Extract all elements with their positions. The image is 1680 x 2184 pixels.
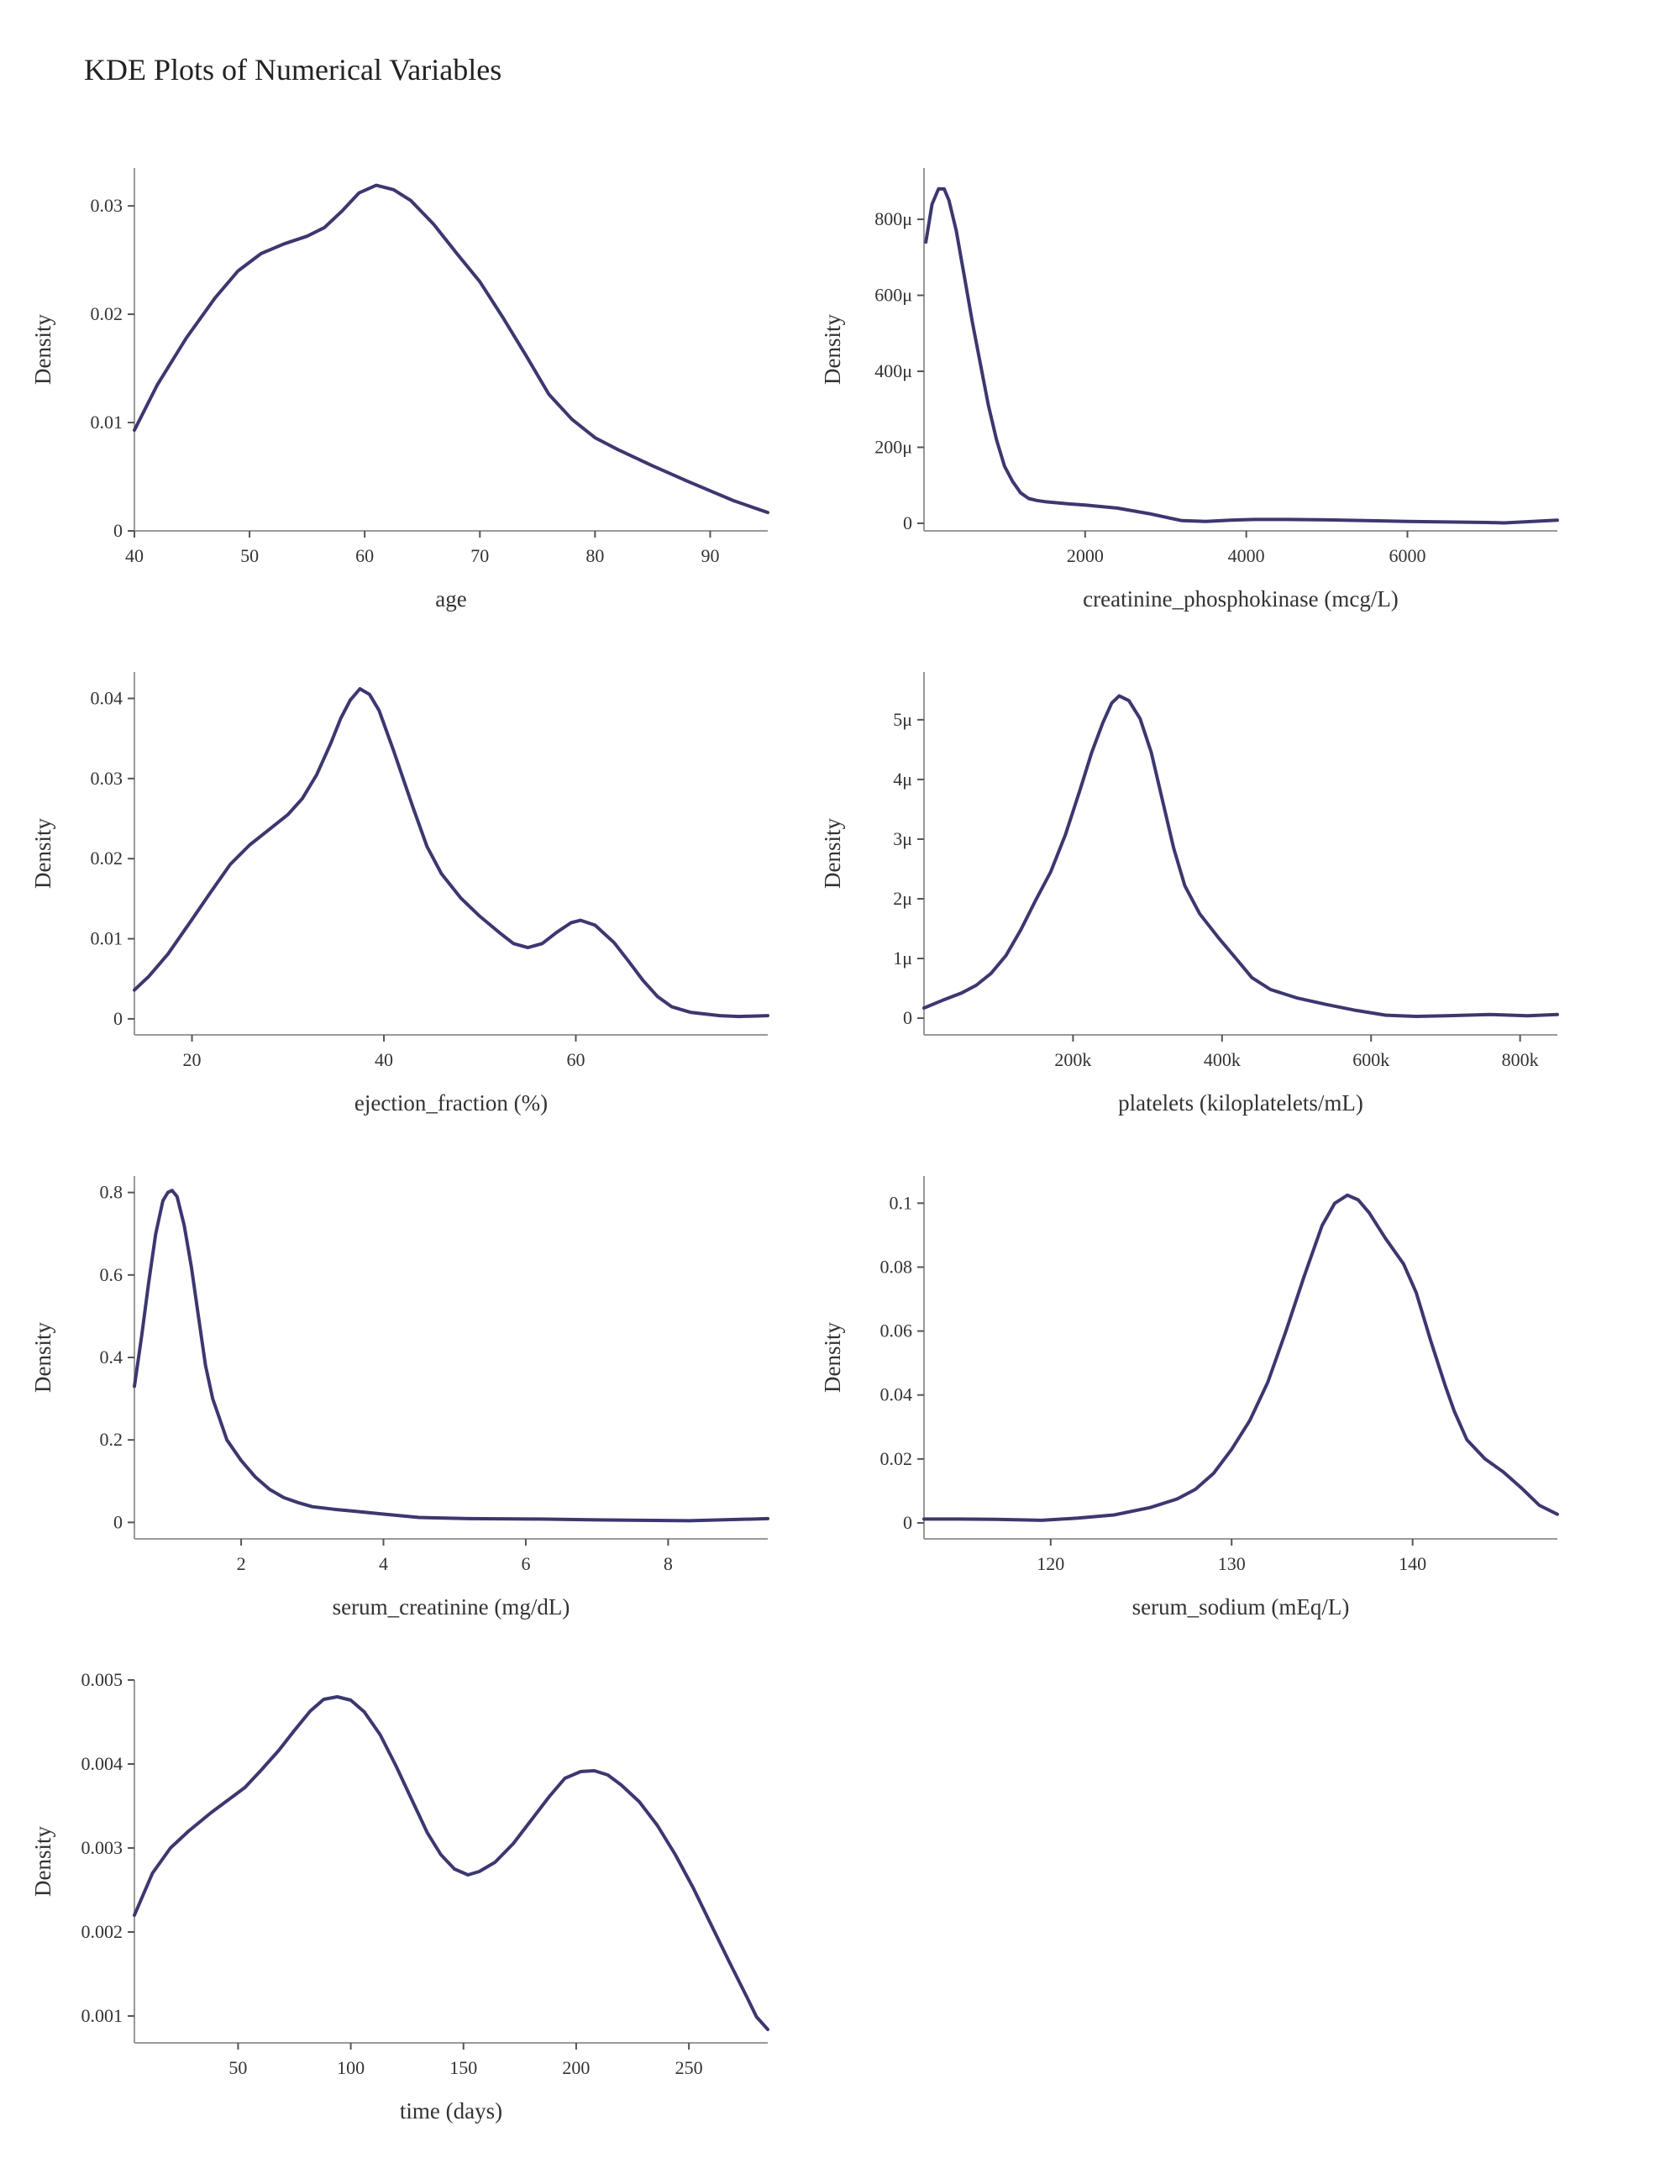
x-tick-label: 140 (1399, 1553, 1426, 1574)
y-axis-title: Density (820, 1322, 845, 1393)
y-tick-label: 800μ (874, 208, 912, 229)
panel-serum-sodium: 0 0.02 0.04 0.06 0.08 0.1 120 130 140 serum_sodiu… (820, 1176, 1559, 1620)
panel-creatinine-phosphokinase: 0 200μ 400μ 600μ 800μ 2000 4000 6000 creatinine_… (820, 168, 1559, 612)
panel-serum-creatinine: 0 0.2 0.4 0.6 0.8 2 4 6 8 serum_creatinine (mg/dL… (30, 1176, 769, 1620)
y-tick-label: 0.04 (91, 687, 123, 708)
y-tick-label: 3μ (893, 828, 912, 849)
y-tick-label: 0.005 (81, 1669, 123, 1690)
y-tick-label: 0.002 (81, 1921, 123, 1942)
y-tick-label: 600μ (874, 285, 912, 306)
x-tick-label: 80 (585, 545, 604, 566)
x-tick-label: 6 (521, 1553, 530, 1574)
x-tick-label: 90 (701, 545, 719, 566)
y-tick-label: 4μ (893, 769, 912, 790)
x-axis-title: age (435, 586, 466, 612)
y-tick-label: 0.4 (100, 1347, 123, 1368)
x-tick-label: 600k (1352, 1049, 1389, 1070)
x-axis-title: serum_sodium (mEq/L) (1132, 1594, 1350, 1620)
panel-ejection-fraction: 0 0.01 0.02 0.03 0.04 20 40 60 ejection_fraction… (30, 672, 769, 1116)
y-tick-label: 200μ (874, 436, 912, 457)
y-tick-label: 5μ (893, 709, 912, 730)
x-tick-label: 400k (1204, 1049, 1241, 1070)
x-tick-label: 2000 (1067, 545, 1104, 566)
x-axis-title: platelets (kiloplatelets/mL) (1118, 1090, 1363, 1116)
y-axis-title: Density (30, 314, 55, 385)
x-tick-label: 250 (675, 2057, 703, 2078)
x-tick-label: 100 (337, 2057, 365, 2078)
x-tick-label: 4 (379, 1553, 388, 1574)
panel-age: 0 0.01 0.02 0.03 40 50 60 70 80 90 age Density (30, 168, 769, 612)
kde-line (133, 183, 769, 515)
y-tick-label: 0 (113, 1511, 123, 1532)
x-tick-label: 40 (375, 1049, 393, 1070)
x-tick-label: 60 (567, 1049, 585, 1070)
x-tick-label: 800k (1502, 1049, 1539, 1070)
y-tick-label: 0.003 (81, 1837, 123, 1858)
y-tick-label: 0.01 (91, 928, 123, 949)
y-tick-label: 0.8 (100, 1182, 123, 1203)
x-tick-label: 150 (449, 2057, 477, 2078)
y-tick-label: 0 (113, 1008, 123, 1029)
kde-line (133, 1189, 769, 1523)
kde-line (922, 694, 1559, 1018)
y-axis-title: Density (30, 1322, 55, 1393)
y-tick-label: 0.04 (880, 1384, 913, 1405)
x-tick-label: 120 (1037, 1553, 1064, 1574)
x-axis-title: time (days) (400, 2098, 502, 2124)
panel-time: 0.001 0.002 0.003 0.004 0.005 50 100 150 200 250 t… (30, 1669, 769, 2124)
x-tick-label: 70 (470, 545, 489, 566)
x-tick-label: 60 (355, 545, 374, 566)
x-axis-title: serum_creatinine (mg/dL) (333, 1594, 570, 1620)
y-tick-label: 0.1 (890, 1192, 913, 1213)
y-tick-label: 0.03 (91, 195, 123, 216)
y-tick-label: 0.02 (91, 303, 123, 324)
x-axis-title: creatinine_phosphokinase (mcg/L) (1083, 586, 1399, 612)
y-tick-label: 0.03 (91, 768, 123, 789)
x-tick-label: 2 (237, 1553, 246, 1574)
x-tick-label: 8 (664, 1553, 673, 1574)
x-tick-label: 50 (228, 2057, 247, 2078)
y-tick-label: 400μ (874, 360, 912, 381)
kde-line (133, 687, 769, 1019)
x-tick-label: 6000 (1389, 545, 1425, 566)
y-axis-title: Density (30, 818, 55, 889)
x-tick-label: 4000 (1228, 545, 1265, 566)
y-tick-label: 0.08 (880, 1256, 913, 1277)
x-tick-label: 20 (183, 1049, 202, 1070)
figure-title: KDE Plots of Numerical Variables (84, 53, 502, 87)
kde-line (922, 1193, 1559, 1522)
x-tick-label: 200 (562, 2057, 590, 2078)
y-axis-title: Density (820, 314, 845, 385)
y-tick-label: 0.6 (100, 1264, 123, 1285)
y-tick-label: 0 (903, 1512, 912, 1533)
y-tick-label: 0.01 (91, 412, 123, 433)
y-tick-label: 0.02 (880, 1448, 913, 1469)
y-tick-label: 2μ (893, 888, 912, 909)
kde-line (133, 1695, 769, 2031)
y-tick-label: 0 (903, 512, 912, 533)
panel-platelets: 0 1μ 2μ 3μ 4μ 5μ 200k 400k 600k 800k platelets (ki… (820, 672, 1559, 1116)
y-tick-label: 0 (113, 520, 123, 541)
kde-line (924, 186, 1559, 525)
x-axis-title: ejection_fraction (%) (354, 1090, 548, 1116)
y-axis-title: Density (30, 1826, 55, 1897)
y-tick-label: 0.02 (91, 848, 123, 869)
x-tick-label: 50 (240, 545, 259, 566)
y-tick-label: 0.004 (81, 1753, 123, 1774)
y-tick-label: 0 (903, 1007, 912, 1028)
y-tick-label: 0.06 (880, 1320, 913, 1341)
x-tick-label: 200k (1054, 1049, 1091, 1070)
y-tick-label: 0.2 (100, 1429, 123, 1450)
x-tick-label: 130 (1218, 1553, 1246, 1574)
x-tick-label: 40 (125, 545, 144, 566)
y-axis-title: Density (820, 818, 845, 889)
y-tick-label: 1μ (893, 948, 912, 969)
y-tick-label: 0.001 (81, 2005, 123, 2026)
